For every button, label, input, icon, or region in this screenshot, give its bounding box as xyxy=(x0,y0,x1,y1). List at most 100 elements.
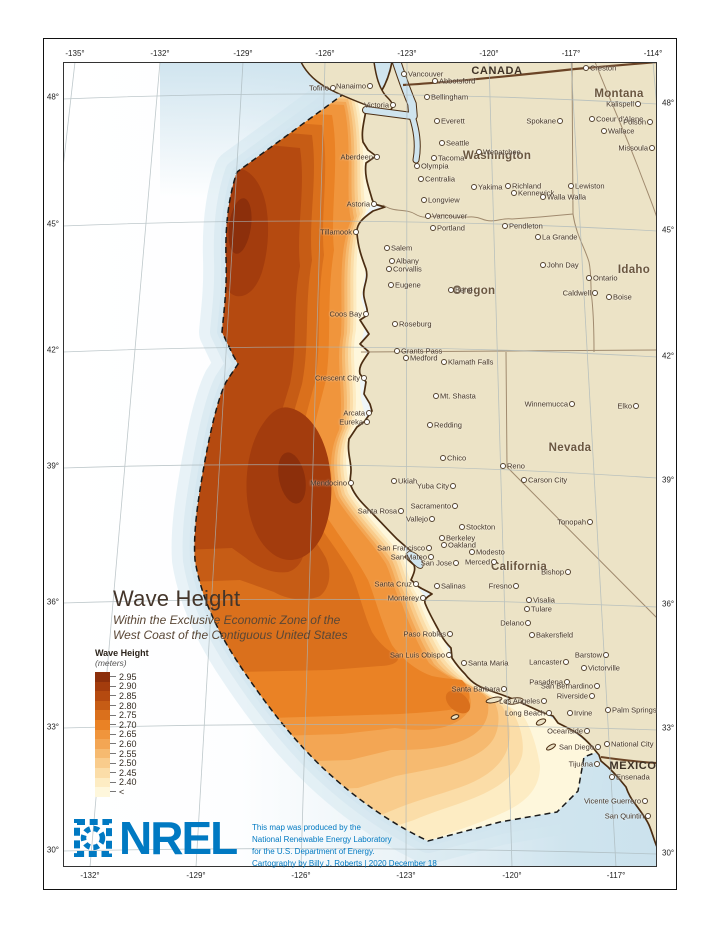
city-label: Los Angeles xyxy=(499,696,540,706)
city-marker xyxy=(589,693,595,699)
mexico-border xyxy=(600,756,657,764)
city-label: Centralia xyxy=(425,174,456,184)
legend-value: < xyxy=(119,786,125,797)
city-marker xyxy=(361,375,367,381)
attribution-line: for the U.S. Department of Energy. xyxy=(252,847,375,856)
city-label: Bakersfield xyxy=(536,630,574,640)
city-marker xyxy=(428,554,434,560)
axis-label-right: 48° xyxy=(662,98,675,108)
city-marker xyxy=(565,569,571,575)
legend-tick xyxy=(110,733,116,735)
legend-swatch xyxy=(95,739,110,749)
city-marker xyxy=(421,197,427,203)
city-label: Astoria xyxy=(346,199,370,209)
city-marker xyxy=(603,652,609,658)
city-label: Stockton xyxy=(466,522,496,532)
city-label: Yakima xyxy=(478,182,503,192)
city-marker xyxy=(452,503,458,509)
legend-value: 2.65 xyxy=(119,729,137,740)
axis-label-right: 30° xyxy=(662,848,675,858)
city-label: Creston xyxy=(590,63,617,73)
city-marker xyxy=(609,774,615,780)
city-marker xyxy=(642,798,648,804)
city-marker xyxy=(424,94,430,100)
city-label: Tonopah xyxy=(557,517,586,527)
city-label: Barstow xyxy=(574,650,602,660)
city-marker xyxy=(403,355,409,361)
city-marker xyxy=(511,190,517,196)
legend-row: 2.70 xyxy=(95,720,149,730)
city-label: Tofino xyxy=(308,83,329,93)
legend-value: 2.95 xyxy=(119,671,137,682)
legend-swatch xyxy=(95,758,110,768)
legend-value: 2.80 xyxy=(119,700,137,711)
legend-row: 2.90 xyxy=(95,681,149,692)
legend-row: 2.80 xyxy=(95,701,149,711)
legend-tick xyxy=(110,705,116,707)
city-label: La Grande xyxy=(542,232,578,242)
city-label: Mt. Shasta xyxy=(440,391,476,401)
city-marker xyxy=(353,229,359,235)
city-label: Riverside xyxy=(556,691,588,701)
legend-value: 2.90 xyxy=(119,681,137,692)
city-label: Grants Pass xyxy=(401,346,443,356)
city-label: Victoria xyxy=(364,100,389,110)
attribution-line: Cartography by Billy J. Roberts | 2020 D… xyxy=(252,859,437,868)
nrel-logo: NREL xyxy=(73,815,238,861)
city-marker xyxy=(425,213,431,219)
city-label: Wallace xyxy=(608,126,635,136)
legend-row: 2.60 xyxy=(95,739,149,749)
city-marker xyxy=(513,583,519,589)
city-marker xyxy=(567,710,573,716)
city-label: Corvallis xyxy=(393,264,422,274)
city-label: Albany xyxy=(396,256,419,266)
city-marker xyxy=(448,287,454,293)
map-subtitle-line1: Within the Exclusive Economic Zone of th… xyxy=(113,613,341,627)
city-label: Visalia xyxy=(533,595,555,605)
city-label: Polson xyxy=(623,117,646,127)
city-marker xyxy=(426,545,432,551)
city-label: Reno xyxy=(507,461,525,471)
legend-tick xyxy=(110,791,116,793)
city-label: Vancouver xyxy=(432,211,468,221)
city-marker xyxy=(459,524,465,530)
mainland xyxy=(348,62,657,847)
city-label: Everett xyxy=(441,116,465,126)
city-marker xyxy=(390,102,396,108)
city-label: Monterey xyxy=(387,593,419,603)
city-label: Yuba City xyxy=(416,481,449,491)
legend-value: 2.40 xyxy=(119,777,137,788)
legend-swatch xyxy=(95,777,110,788)
city-marker xyxy=(366,410,372,416)
city-label: Salem xyxy=(391,243,413,253)
city-marker xyxy=(434,118,440,124)
state-label: Montana xyxy=(594,88,644,100)
legend-row: 2.65 xyxy=(95,729,149,740)
city-marker xyxy=(420,595,426,601)
axis-label-bottom: -123° xyxy=(396,871,416,880)
city-marker xyxy=(441,359,447,365)
city-label: San Luis Obispo xyxy=(389,650,445,660)
city-label: Coos Bay xyxy=(329,309,362,319)
city-marker xyxy=(432,78,438,84)
axis-label-top: -135° xyxy=(65,49,85,58)
city-marker xyxy=(371,201,377,207)
city-label: Victorville xyxy=(588,663,620,673)
city-marker xyxy=(546,710,552,716)
city-marker xyxy=(649,145,655,151)
map-title: Wave Height xyxy=(113,586,241,611)
city-marker xyxy=(535,234,541,240)
city-marker xyxy=(374,154,380,160)
city-label: Vallejo xyxy=(406,514,428,524)
city-label: Missoula xyxy=(618,143,648,153)
city-marker xyxy=(500,463,506,469)
city-label: Kalispell xyxy=(606,99,634,109)
city-marker xyxy=(431,155,437,161)
axis-label-bottom: -126° xyxy=(291,871,311,880)
legend-row: 2.75 xyxy=(95,710,149,720)
city-label: Ensenada xyxy=(616,772,650,782)
land xyxy=(300,62,657,848)
city-label: John Day xyxy=(547,260,579,270)
city-marker xyxy=(450,483,456,489)
map-subtitle-line2: West Coast of the Contiguous United Stat… xyxy=(113,628,348,642)
